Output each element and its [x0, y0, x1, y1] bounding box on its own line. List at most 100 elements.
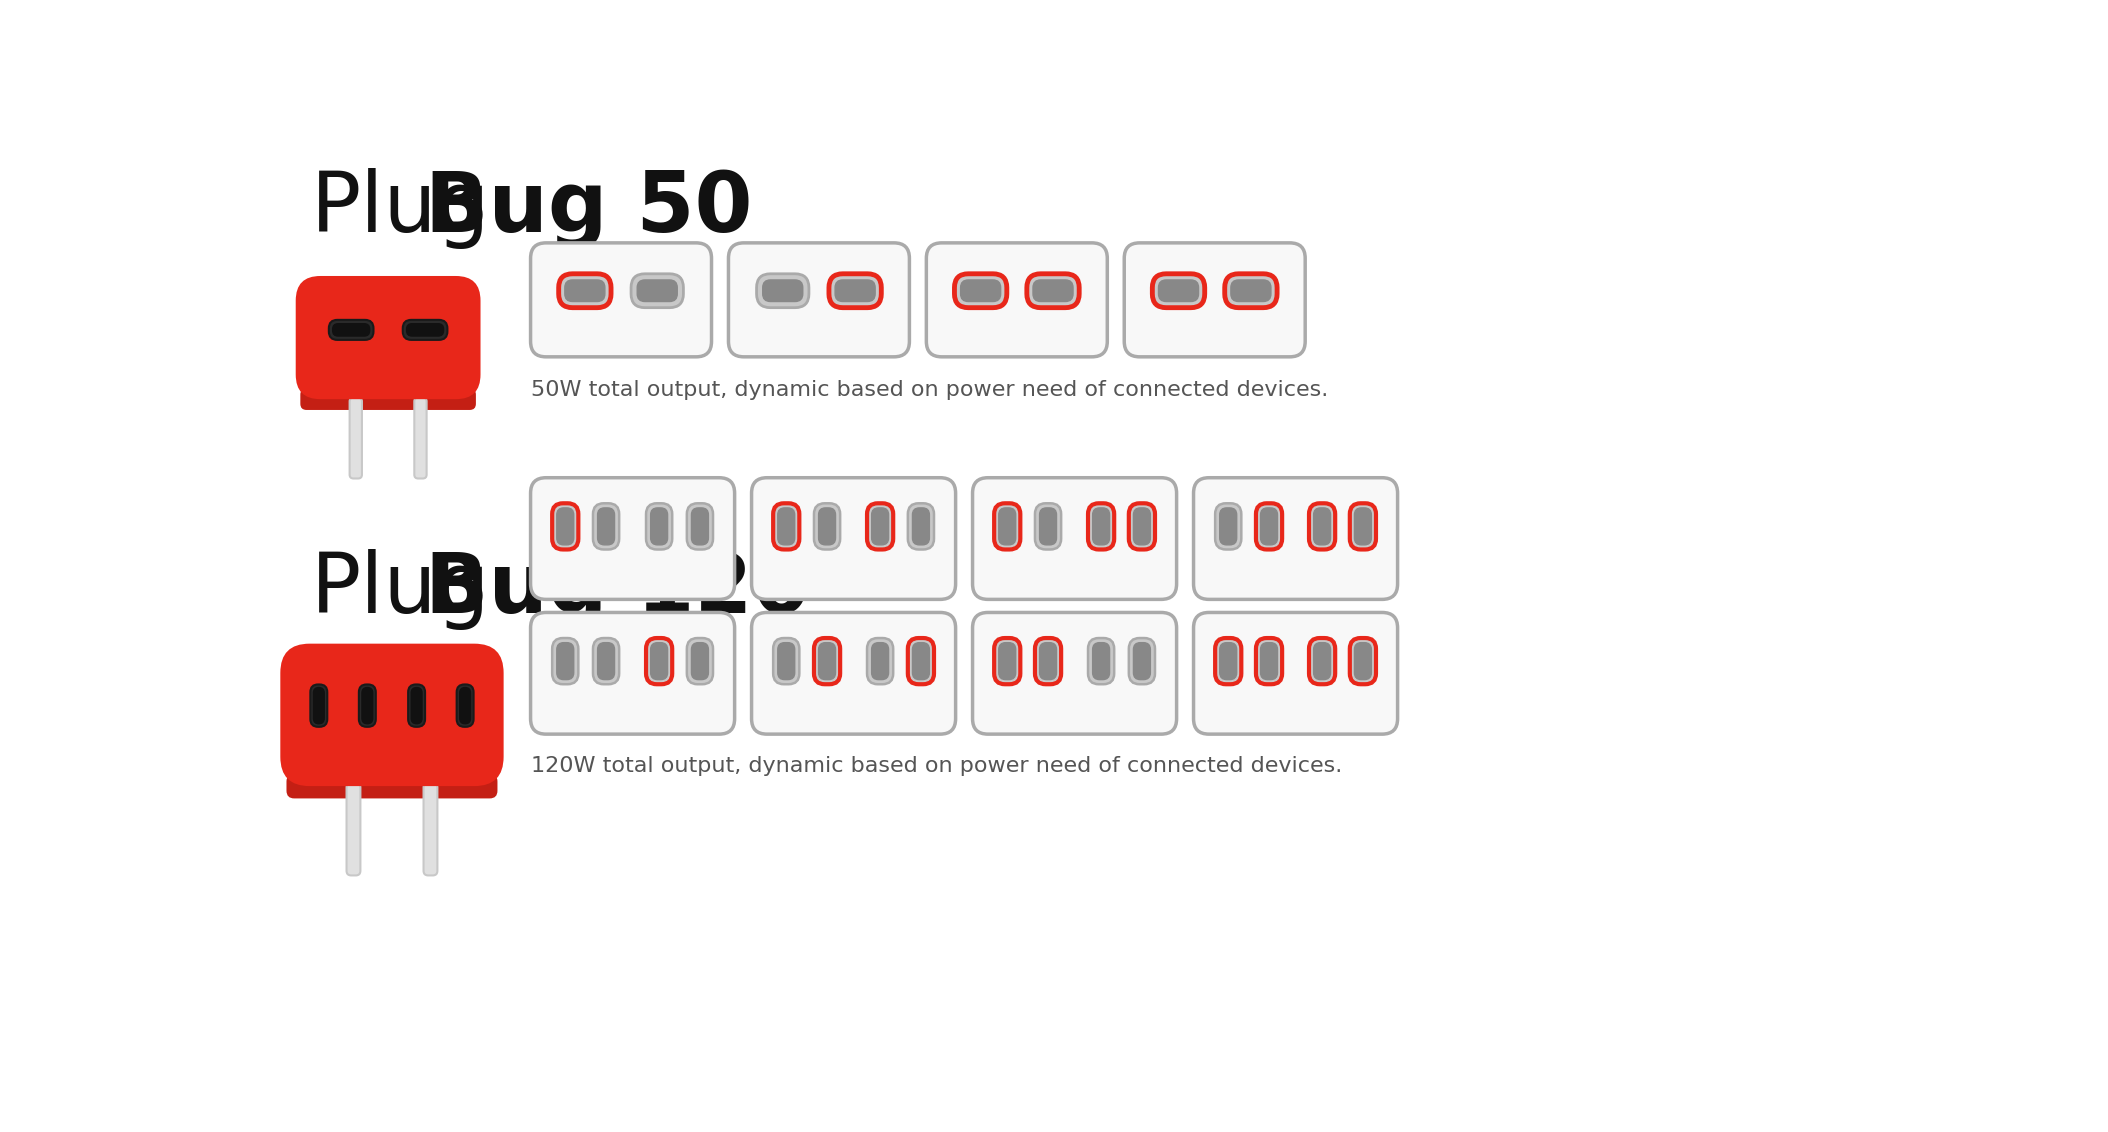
FancyBboxPatch shape — [687, 638, 713, 684]
FancyBboxPatch shape — [1221, 643, 1237, 679]
FancyBboxPatch shape — [1355, 508, 1372, 544]
FancyBboxPatch shape — [565, 280, 605, 301]
Text: 20W: 20W — [1121, 701, 1162, 719]
FancyBboxPatch shape — [871, 643, 890, 679]
FancyBboxPatch shape — [630, 274, 683, 308]
FancyBboxPatch shape — [995, 638, 1020, 684]
FancyBboxPatch shape — [597, 508, 616, 544]
FancyBboxPatch shape — [913, 643, 930, 679]
FancyBboxPatch shape — [1313, 643, 1330, 679]
FancyBboxPatch shape — [909, 504, 934, 549]
FancyBboxPatch shape — [552, 504, 578, 549]
FancyBboxPatch shape — [299, 388, 476, 410]
FancyBboxPatch shape — [1355, 643, 1372, 679]
FancyBboxPatch shape — [774, 504, 799, 549]
FancyBboxPatch shape — [1033, 280, 1073, 301]
Text: 70W: 70W — [767, 566, 805, 584]
Text: 120W: 120W — [540, 566, 590, 584]
FancyBboxPatch shape — [350, 397, 363, 479]
FancyBboxPatch shape — [531, 478, 734, 599]
FancyBboxPatch shape — [972, 478, 1176, 599]
FancyBboxPatch shape — [1092, 643, 1109, 679]
FancyBboxPatch shape — [1193, 478, 1398, 599]
FancyBboxPatch shape — [1027, 274, 1079, 308]
FancyBboxPatch shape — [645, 504, 672, 549]
FancyBboxPatch shape — [1193, 612, 1398, 735]
Text: 20W: 20W — [1155, 324, 1202, 344]
FancyBboxPatch shape — [1225, 274, 1277, 308]
FancyBboxPatch shape — [1231, 280, 1271, 301]
FancyBboxPatch shape — [1214, 638, 1242, 684]
Text: 70W: 70W — [902, 701, 940, 719]
FancyBboxPatch shape — [409, 685, 426, 727]
FancyBboxPatch shape — [1128, 638, 1155, 684]
FancyBboxPatch shape — [552, 638, 578, 684]
FancyBboxPatch shape — [460, 687, 470, 723]
FancyBboxPatch shape — [691, 643, 708, 679]
FancyBboxPatch shape — [1134, 508, 1151, 544]
Text: 35W: 35W — [989, 701, 1027, 719]
FancyBboxPatch shape — [691, 508, 708, 544]
FancyBboxPatch shape — [592, 504, 620, 549]
Text: 50W total output, dynamic based on power need of connected devices.: 50W total output, dynamic based on power… — [531, 380, 1328, 400]
Text: 50W: 50W — [1250, 566, 1288, 584]
Text: 20W: 20W — [989, 566, 1027, 584]
Text: 50W: 50W — [831, 324, 879, 344]
FancyBboxPatch shape — [592, 638, 620, 684]
FancyBboxPatch shape — [1349, 638, 1377, 684]
FancyBboxPatch shape — [424, 783, 436, 875]
FancyBboxPatch shape — [757, 274, 809, 308]
Text: 30W: 30W — [1227, 324, 1275, 344]
FancyBboxPatch shape — [995, 504, 1020, 549]
FancyBboxPatch shape — [407, 324, 443, 336]
FancyBboxPatch shape — [651, 643, 668, 679]
FancyBboxPatch shape — [1134, 643, 1151, 679]
FancyBboxPatch shape — [814, 638, 841, 684]
Text: 120W total output, dynamic based on power need of connected devices.: 120W total output, dynamic based on powe… — [531, 756, 1343, 775]
FancyBboxPatch shape — [1256, 504, 1282, 549]
FancyBboxPatch shape — [913, 508, 930, 544]
FancyBboxPatch shape — [1035, 504, 1060, 549]
FancyBboxPatch shape — [774, 638, 799, 684]
FancyBboxPatch shape — [329, 320, 373, 340]
FancyBboxPatch shape — [1128, 504, 1155, 549]
FancyBboxPatch shape — [557, 643, 573, 679]
FancyBboxPatch shape — [1349, 504, 1377, 549]
FancyBboxPatch shape — [778, 643, 795, 679]
Text: 20W: 20W — [1250, 701, 1288, 719]
Text: 30W: 30W — [957, 324, 1003, 344]
FancyBboxPatch shape — [280, 644, 504, 786]
FancyBboxPatch shape — [828, 274, 881, 308]
FancyBboxPatch shape — [925, 243, 1107, 357]
FancyBboxPatch shape — [1124, 243, 1305, 357]
Text: 120W: 120W — [635, 701, 685, 719]
FancyBboxPatch shape — [1035, 638, 1060, 684]
FancyBboxPatch shape — [559, 274, 611, 308]
FancyBboxPatch shape — [1088, 638, 1115, 684]
Text: 35W: 35W — [1081, 566, 1121, 584]
FancyBboxPatch shape — [955, 274, 1008, 308]
FancyBboxPatch shape — [1159, 280, 1199, 301]
FancyBboxPatch shape — [1039, 508, 1056, 544]
FancyBboxPatch shape — [1261, 643, 1277, 679]
FancyBboxPatch shape — [972, 612, 1176, 735]
FancyBboxPatch shape — [295, 276, 481, 400]
FancyBboxPatch shape — [961, 280, 1001, 301]
FancyBboxPatch shape — [1313, 508, 1330, 544]
FancyBboxPatch shape — [818, 643, 835, 679]
Text: 25W: 25W — [1208, 566, 1248, 584]
FancyBboxPatch shape — [835, 280, 875, 301]
FancyBboxPatch shape — [1256, 638, 1282, 684]
Text: 65W: 65W — [1121, 566, 1162, 584]
Text: 30W: 30W — [860, 566, 900, 584]
FancyBboxPatch shape — [333, 324, 369, 336]
FancyBboxPatch shape — [557, 508, 573, 544]
FancyBboxPatch shape — [1214, 504, 1242, 549]
FancyBboxPatch shape — [531, 612, 734, 735]
FancyBboxPatch shape — [871, 508, 890, 544]
FancyBboxPatch shape — [1261, 508, 1277, 544]
Text: 30W: 30W — [807, 701, 847, 719]
FancyBboxPatch shape — [1153, 274, 1204, 308]
FancyBboxPatch shape — [411, 687, 422, 723]
FancyBboxPatch shape — [818, 508, 835, 544]
